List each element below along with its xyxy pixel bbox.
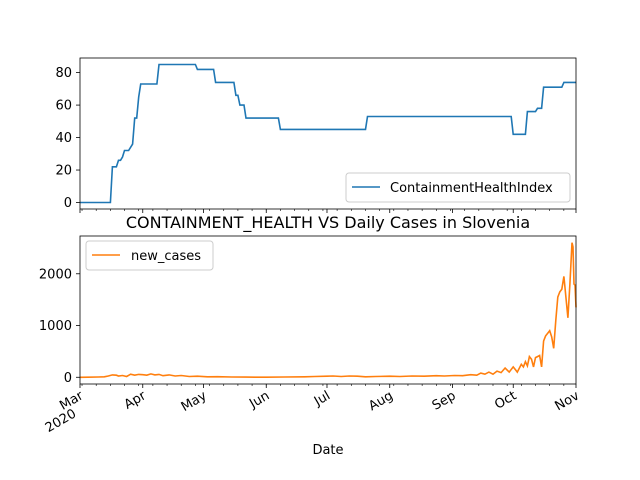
containment-health-line bbox=[80, 63, 576, 204]
top-legend-label: ContainmentHealthIndex bbox=[390, 181, 553, 196]
x-tick-label: Jun bbox=[246, 388, 272, 412]
x-tick-label: Apr bbox=[122, 388, 150, 413]
y-tick-label: 1000 bbox=[39, 319, 72, 334]
y-tick-label: 60 bbox=[55, 99, 72, 114]
y-tick-label: 80 bbox=[55, 66, 72, 81]
bottom-legend: new_cases bbox=[85, 240, 214, 271]
new-cases-line bbox=[79, 242, 577, 379]
y-tick-label: 40 bbox=[55, 131, 72, 146]
x-tick-sublabel: 2020 bbox=[43, 406, 79, 436]
top-legend-box bbox=[345, 172, 571, 203]
bottom-legend-box bbox=[85, 240, 214, 271]
chart-title: CONTAINMENT_HEALTH VS Daily Cases in Slo… bbox=[126, 213, 530, 233]
y-tick-label: 0 bbox=[64, 371, 72, 386]
top-plot-frame bbox=[79, 57, 577, 210]
x-tick-label: Jul bbox=[311, 388, 333, 409]
x-tick-label: Nov bbox=[553, 388, 583, 414]
x-axis-label: Date bbox=[312, 443, 343, 458]
top-y-axis: 0 20 40 60 80 bbox=[55, 66, 80, 211]
x-tick-label: Oct bbox=[492, 388, 519, 412]
y-tick-label: 20 bbox=[55, 164, 72, 179]
bottom-y-axis: 0 1000 2000 bbox=[39, 267, 80, 386]
x-tick-label: Sep bbox=[430, 388, 459, 413]
y-tick-label: 2000 bbox=[39, 267, 72, 282]
bottom-plot-frame bbox=[79, 235, 577, 385]
x-tick-label: May bbox=[179, 388, 210, 415]
bottom-subplot: CONTAINMENT_HEALTH VS Daily Cases in Slo… bbox=[39, 213, 582, 458]
x-tick-label: Aug bbox=[366, 388, 395, 414]
y-tick-label: 0 bbox=[64, 196, 72, 211]
bottom-legend-label: new_cases bbox=[131, 249, 201, 264]
top-legend: ContainmentHealthIndex bbox=[345, 172, 571, 203]
top-subplot: 0 20 40 60 80 ContainmentHealthIndex bbox=[55, 57, 577, 213]
